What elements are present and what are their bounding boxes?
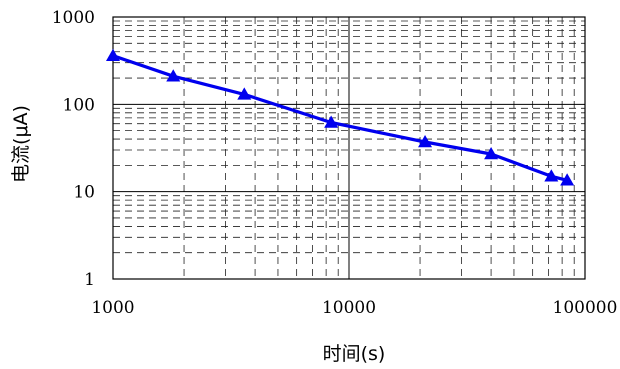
data-point-marker [544,169,559,182]
y-tick-label: 100 [63,95,95,115]
data-point-marker [166,69,181,82]
y-tick-labels: 1 10 100 1000 [52,8,95,290]
data-point-marker [237,87,252,100]
series-line [112,54,568,182]
data-point-marker [484,146,499,160]
series-group [106,48,575,186]
data-point-marker [560,173,575,186]
data-point-marker [106,48,120,61]
y-tick-label: 10 [73,183,95,203]
grid [113,17,585,279]
plot-frame [112,16,586,280]
y-axis-title: 电流(μA) [10,105,32,183]
x-tick-label: 1000 [91,298,134,318]
y-tick-label: 1 [84,270,95,290]
x-tick-label: 100000 [553,298,618,318]
y-tick-label: 1000 [52,8,95,28]
data-point-marker [324,115,339,128]
x-tick-label: 10000 [322,298,376,318]
x-axis-title: 时间(s) [323,343,386,365]
data-point-marker [418,135,433,148]
x-tick-labels: 1000 10000 100000 [91,298,617,318]
